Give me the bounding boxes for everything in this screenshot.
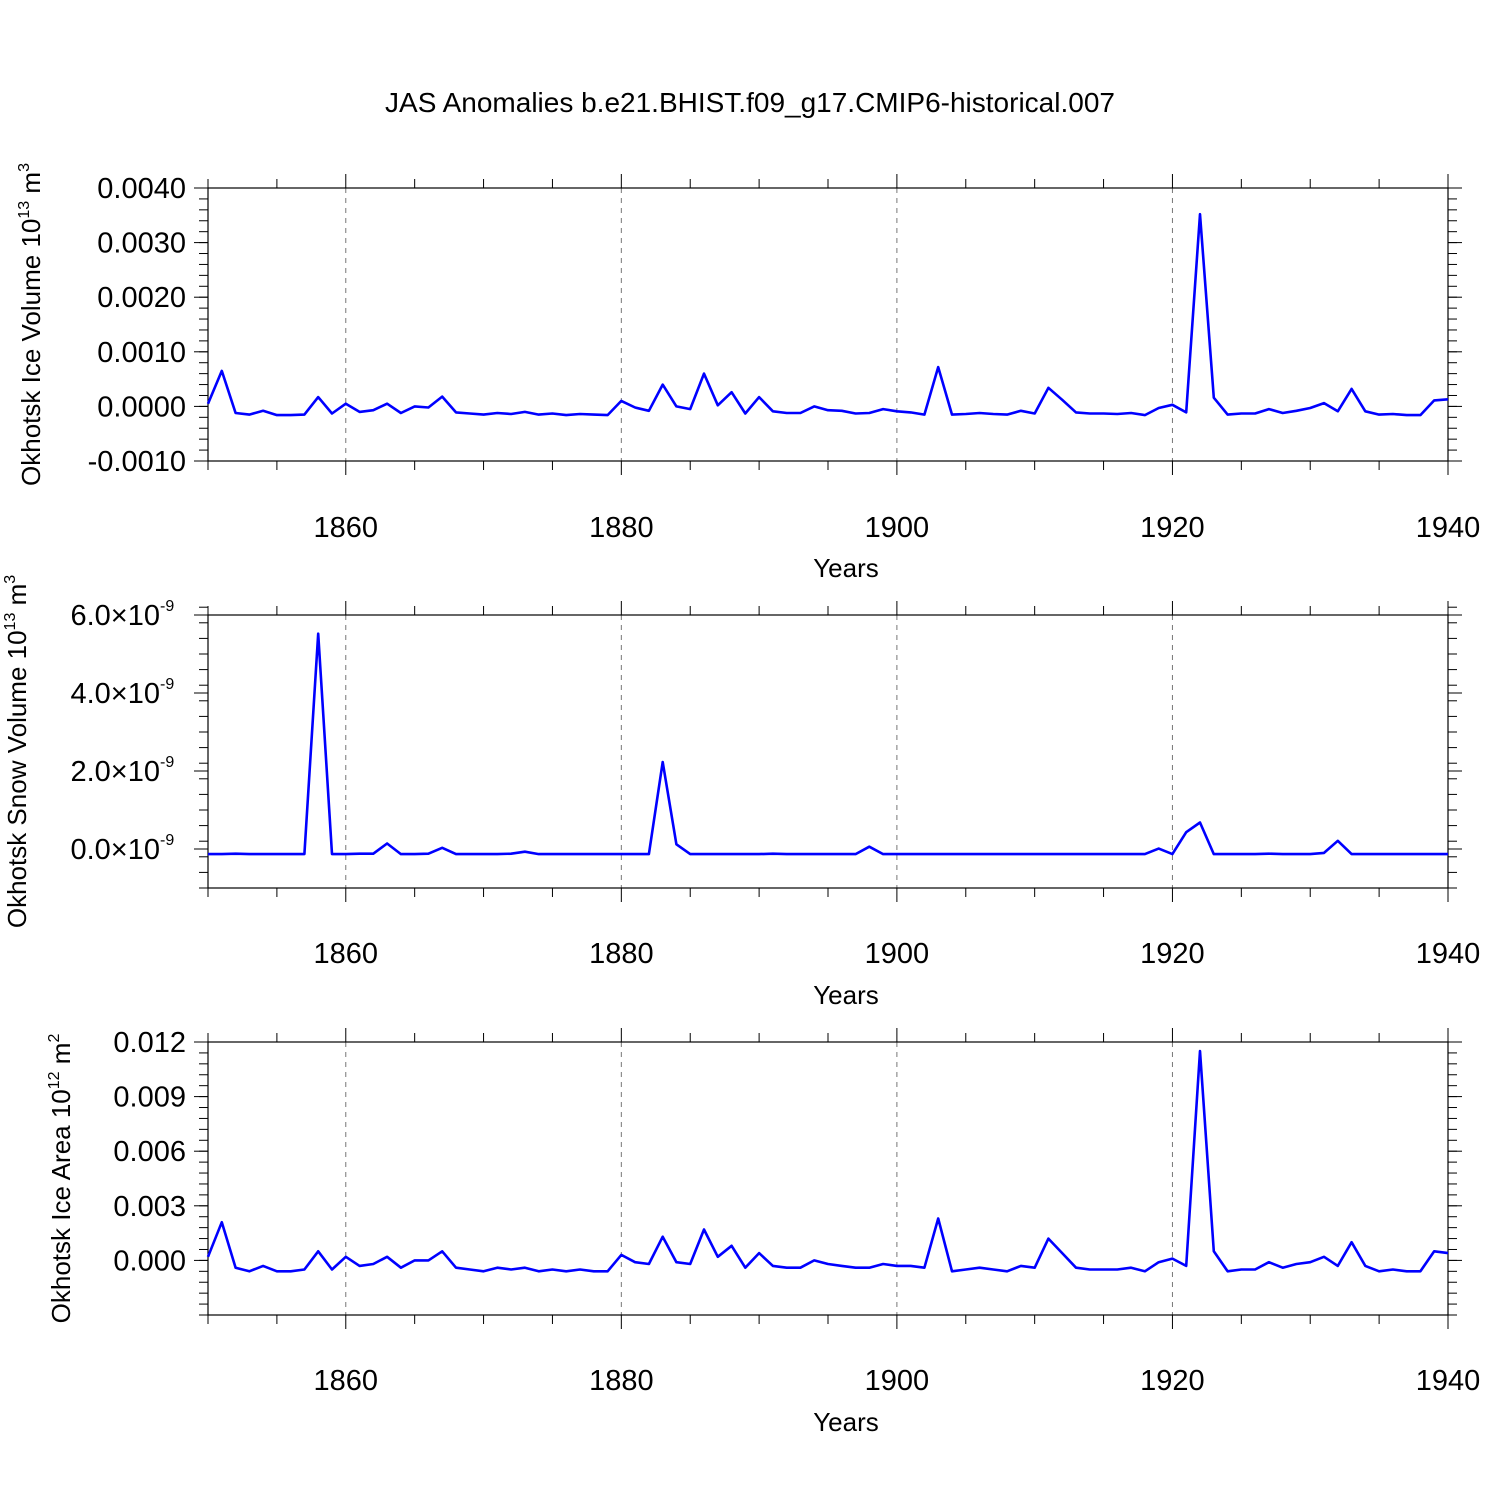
x-axis-title: Years <box>813 980 879 1010</box>
y-tick-label: 0.0000 <box>97 391 186 423</box>
y-tick-label: 0.0030 <box>97 228 186 260</box>
x-tick-label: 1880 <box>589 512 654 544</box>
y-axis-title: Okhotsk Ice Volume 1013 m3 <box>16 163 46 486</box>
y-tick-times: ×10 <box>111 600 160 632</box>
panel-ice-area: 1860 1880 1900 1920 1940 0.000 0.003 0.006 0.009… <box>46 1027 1480 1437</box>
y-axis-title-exponent: 12 <box>46 1071 63 1089</box>
y-axis-title-unit-exponent: 3 <box>2 575 19 584</box>
y-tick-label: 0.0×10 <box>70 834 160 866</box>
x-axis-title: Years <box>813 553 879 583</box>
y-tick-label: 0.000 <box>113 1245 186 1277</box>
x-tick-label: 1900 <box>865 1365 930 1397</box>
y-axis-title-text: Okhotsk Snow Volume 10 <box>2 630 32 928</box>
x-tick-label: 1920 <box>1140 938 1205 970</box>
x-tick-label: 1880 <box>589 1365 654 1397</box>
y-tick-mantissa: 6.0 <box>70 600 110 632</box>
y-axis-title-unit-exponent: 2 <box>46 1034 63 1043</box>
chart-title: JAS Anomalies b.e21.BHIST.f09_g17.CMIP6-… <box>385 87 1115 118</box>
y-tick-label: 0.0040 <box>97 173 186 205</box>
series-line <box>206 1049 1449 1273</box>
y-axis-title-text: Okhotsk Ice Volume 10 <box>16 219 46 486</box>
y-axis-title-text: Okhotsk Ice Area 10 <box>46 1089 76 1323</box>
plot-frame <box>207 614 1449 889</box>
y-axis-title-unit-exponent: 3 <box>16 163 33 172</box>
y-tick-label: 6.0×10 <box>70 600 160 632</box>
plot-frame <box>207 1041 1449 1316</box>
y-tick-label: 0.003 <box>113 1191 186 1223</box>
series-line <box>208 632 1448 856</box>
y-tick-mantissa: 4.0 <box>70 678 110 710</box>
y-axis-title-exponent: 13 <box>2 613 19 631</box>
panel-ice-volume: 1860 1880 1900 1920 1940 -0.0010 0.0000 0.0010 0… <box>16 163 1480 583</box>
x-tick-label: 1860 <box>314 1365 379 1397</box>
y-tick-label: 0.006 <box>113 1136 186 1168</box>
x-tick-label: 1940 <box>1416 1365 1481 1397</box>
y-tick-exponent: -9 <box>160 754 174 771</box>
y-tick-label: 4.0×10 <box>70 678 160 710</box>
y-tick-label: -0.0010 <box>88 446 186 478</box>
y-axis-title-exponent: 13 <box>16 201 33 219</box>
x-tick-label: 1920 <box>1140 1365 1205 1397</box>
y-tick-mantissa: 0.0 <box>70 834 110 866</box>
x-axis-title: Years <box>813 1407 879 1437</box>
y-tick-label: 0.0010 <box>97 337 186 369</box>
x-tick-label: 1940 <box>1416 938 1481 970</box>
y-tick-label: 0.009 <box>113 1082 186 1114</box>
y-axis-title-unit: m <box>2 584 32 613</box>
y-tick-label: 2.0×10 <box>70 756 160 788</box>
y-tick-times: ×10 <box>111 834 160 866</box>
y-axis-title-unit: m <box>46 1043 76 1072</box>
y-tick-exponent: -9 <box>160 598 174 615</box>
y-tick-exponent: -9 <box>160 676 174 693</box>
y-axis-title: Okhotsk Ice Area 1012 m2 <box>46 1034 76 1324</box>
y-tick-mantissa: 2.0 <box>70 756 110 788</box>
x-tick-label: 1860 <box>314 938 379 970</box>
x-tick-label: 1860 <box>314 512 379 544</box>
y-tick-times: ×10 <box>111 756 160 788</box>
y-tick-exponent: -9 <box>160 832 174 849</box>
y-tick-label: 0.0020 <box>97 282 186 314</box>
x-tick-label: 1880 <box>589 938 654 970</box>
y-axis-title-unit: m <box>16 172 46 201</box>
x-tick-label: 1920 <box>1140 512 1205 544</box>
y-tick-label: 0.012 <box>113 1027 186 1059</box>
y-tick-times: ×10 <box>111 678 160 710</box>
y-axis-title: Okhotsk Snow Volume 1013 m3 <box>2 575 32 928</box>
series-line <box>206 212 1449 417</box>
x-tick-label: 1940 <box>1416 512 1481 544</box>
x-tick-label: 1900 <box>865 938 930 970</box>
x-tick-label: 1900 <box>865 512 930 544</box>
plot-frame <box>207 187 1449 462</box>
